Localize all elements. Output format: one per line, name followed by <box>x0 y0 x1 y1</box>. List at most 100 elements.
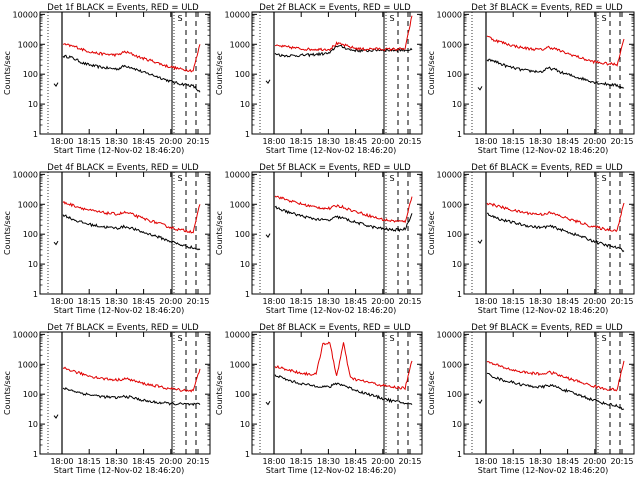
plot-frame <box>463 11 635 135</box>
series-line <box>62 386 201 407</box>
x-tick-label: 18:30 <box>317 297 340 306</box>
x-tick-label: 18:30 <box>529 457 552 466</box>
x-tick-label: 18:30 <box>529 297 552 306</box>
y-tick-label: 10000 <box>437 330 462 339</box>
x-tick-label: 20:15 <box>398 457 421 466</box>
chart-panel-6: Det 6f BLACK = Events, RED = ULD 1 10 100 10… <box>427 163 635 315</box>
pre-interval-segment <box>477 399 483 405</box>
series-line <box>62 54 201 93</box>
x-tick-label: 18:45 <box>132 137 155 146</box>
y-tick-label: 1 <box>33 130 38 139</box>
x-tick-label: 18:00 <box>262 137 285 146</box>
y-axis-label: Counts/sec <box>427 371 436 415</box>
y-tick-label: 10 <box>240 100 250 109</box>
y-tick-label: 1 <box>245 130 250 139</box>
x-tick-label: 20:15 <box>186 457 209 466</box>
x-tick-label: 18:15 <box>502 297 525 306</box>
saa-marker-label: S <box>177 14 182 23</box>
chart-panel-5: Det 5f BLACK = Events, RED = ULD 1 10 100 10… <box>215 163 423 315</box>
series-line <box>274 195 413 224</box>
x-tick-label: 20:15 <box>186 297 209 306</box>
y-tick-label: 1000 <box>442 360 462 369</box>
x-tick-label: 18:00 <box>262 457 285 466</box>
y-tick-label: 10 <box>452 100 462 109</box>
pre-interval-segment <box>53 82 59 87</box>
y-tick-label: 10 <box>452 420 462 429</box>
saa-marker-label: S <box>601 174 606 183</box>
saa-marker-label: S <box>601 334 606 343</box>
x-axis-label: Start Time (12-Nov-02 18:46:20) <box>266 466 396 475</box>
pre-interval-segment <box>265 400 271 406</box>
plot-frame <box>251 331 423 455</box>
chart-title: Det 1f BLACK = Events, RED = ULD <box>47 3 199 13</box>
chart-title: Det 6f BLACK = Events, RED = ULD <box>471 163 623 173</box>
x-tick-label: 20:15 <box>398 137 421 146</box>
y-axis-label: Counts/sec <box>3 371 12 415</box>
x-tick-label: 18:00 <box>50 137 73 146</box>
x-axis-label: Start Time (12-Nov-02 18:46:20) <box>478 306 608 315</box>
pre-interval-segment <box>477 239 483 245</box>
saa-marker-label: S <box>177 174 182 183</box>
x-tick-label: 18:15 <box>78 297 101 306</box>
x-tick-label: 18:45 <box>344 137 367 146</box>
y-axis-label: Counts/sec <box>215 51 224 95</box>
x-tick-label: 18:00 <box>474 457 497 466</box>
y-tick-label: 1000 <box>230 200 250 209</box>
x-tick-label: 20:00 <box>159 297 182 306</box>
plot-frame <box>463 171 635 295</box>
y-tick-label: 10 <box>28 420 38 429</box>
x-tick-label: 18:45 <box>132 457 155 466</box>
x-tick-label: 18:30 <box>105 297 128 306</box>
x-tick-label: 18:30 <box>317 137 340 146</box>
y-tick-label: 100 <box>23 70 38 79</box>
y-tick-label: 1 <box>33 450 38 459</box>
x-tick-label: 18:30 <box>529 137 552 146</box>
y-tick-label: 1000 <box>442 40 462 49</box>
y-tick-label: 100 <box>235 230 250 239</box>
x-axis-label: Start Time (12-Nov-02 18:46:20) <box>478 466 608 475</box>
y-tick-label: 1 <box>245 290 250 299</box>
x-tick-label: 18:45 <box>344 297 367 306</box>
x-tick-label: 20:00 <box>583 137 606 146</box>
chart-title: Det 3f BLACK = Events, RED = ULD <box>471 3 623 13</box>
y-tick-label: 1000 <box>18 40 38 49</box>
y-tick-label: 10000 <box>437 10 462 19</box>
y-tick-label: 1 <box>245 450 250 459</box>
series-line <box>486 35 625 67</box>
x-tick-label: 18:00 <box>50 457 73 466</box>
plot-frame <box>39 11 211 135</box>
chart-title: Det 9f BLACK = Events, RED = ULD <box>471 323 623 333</box>
x-axis-label: Start Time (12-Nov-02 18:46:20) <box>54 466 184 475</box>
series-line <box>274 341 413 391</box>
y-tick-label: 1 <box>457 290 462 299</box>
series-line <box>62 366 201 393</box>
x-tick-label: 18:15 <box>290 137 313 146</box>
saa-marker-label: S <box>601 14 606 23</box>
y-tick-label: 100 <box>447 390 462 399</box>
x-tick-label: 18:15 <box>502 457 525 466</box>
chart-panel-3: Det 3f BLACK = Events, RED = ULD 1 10 100 10… <box>427 3 635 155</box>
series-line <box>274 374 413 405</box>
chart-title: Det 2f BLACK = Events, RED = ULD <box>259 3 411 13</box>
x-tick-label: 18:45 <box>556 137 579 146</box>
series-line <box>274 15 413 52</box>
y-tick-label: 10000 <box>13 170 38 179</box>
chart-panel-4: Det 4f BLACK = Events, RED = ULD 1 10 100 10… <box>3 163 211 315</box>
series-line <box>487 212 625 253</box>
saa-marker-label: S <box>389 14 394 23</box>
y-tick-label: 10000 <box>225 10 250 19</box>
x-axis-label: Start Time (12-Nov-02 18:46:20) <box>478 146 608 155</box>
x-tick-label: 18:15 <box>290 457 313 466</box>
x-tick-label: 18:00 <box>474 297 497 306</box>
x-tick-label: 18:15 <box>78 137 101 146</box>
y-tick-label: 1000 <box>230 360 250 369</box>
y-tick-label: 100 <box>235 70 250 79</box>
y-tick-label: 1 <box>457 450 462 459</box>
chart-panel-1: Det 1f BLACK = Events, RED = ULD 1 10 100 10… <box>3 3 211 155</box>
y-axis-label: Counts/sec <box>3 211 12 255</box>
y-tick-label: 100 <box>447 70 462 79</box>
x-tick-label: 20:00 <box>159 137 182 146</box>
y-tick-label: 1000 <box>230 40 250 49</box>
x-tick-label: 18:45 <box>556 297 579 306</box>
y-axis-label: Counts/sec <box>427 211 436 255</box>
